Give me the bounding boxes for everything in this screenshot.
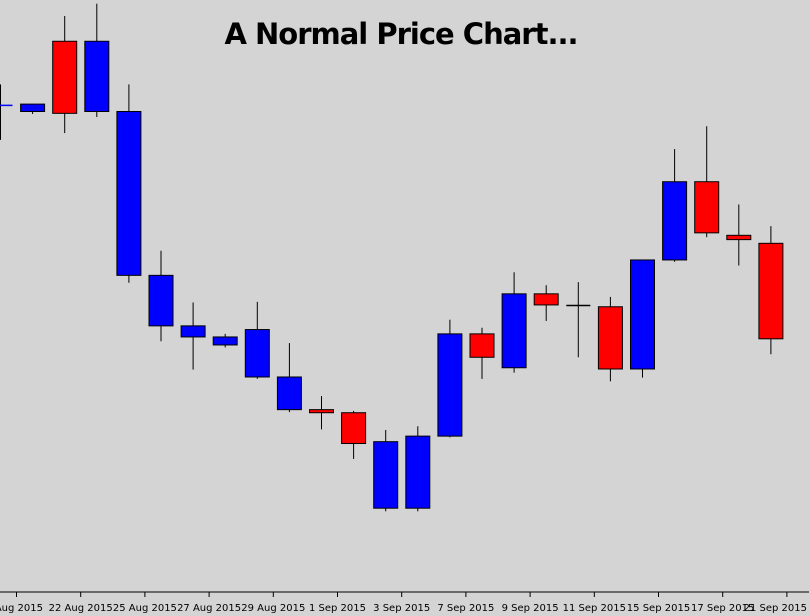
x-tick-label: 29 Aug 2015 [241,603,305,614]
candle [758,226,784,355]
candle [309,396,334,430]
candle-body-bull [116,110,142,276]
candle [630,259,655,378]
candle [244,301,270,379]
x-tick-label: 3 Sep 2015 [373,603,430,614]
x-tick-label: 15 Sep 2015 [627,603,690,614]
x-tick-label: 22 Aug 2015 [49,603,113,614]
candle [148,250,174,342]
candle [341,410,367,459]
candle-body-bull [180,325,206,338]
x-tick-label: 21 Sep 2015 [744,603,807,614]
x-tick-label: 25 Aug 2015 [113,603,177,614]
candle [597,296,623,382]
x-tick-label: 11 Sep 2015 [563,603,626,614]
candle [84,3,110,118]
candle [212,333,238,348]
candle-body-bull [20,103,46,112]
candle [116,84,142,283]
candles-layer [0,3,784,512]
x-tick-label: 9 Sep 2015 [502,603,559,614]
candle-body-bear [726,234,752,241]
candle-body-bear [469,333,495,358]
candle-body-bull [630,259,655,370]
candle [373,429,399,512]
candle-body-bull [84,40,110,112]
candle-body-bear [52,40,78,114]
candle-body-bear [309,409,334,414]
candle-body-bull [373,441,399,509]
candle-body-bull [662,181,688,261]
candle [469,327,495,379]
candle-body-bull [405,435,431,509]
x-tick-label: Aug 2015 [0,603,43,614]
candle [662,149,688,262]
candle [0,84,13,140]
candle [533,285,559,321]
candle-body-bear [694,181,720,234]
candle-body-bull [276,376,302,411]
x-tick-label: 7 Sep 2015 [437,603,494,614]
x-tick-label: 17 Sep 2015 [691,603,754,614]
candle-body-bear [341,412,367,445]
candle-body-bull [501,293,527,369]
candle-body-bear [758,242,784,340]
candle-body-bull [244,329,270,378]
candle-body-bear [533,293,559,306]
candle [20,103,46,114]
candle [694,126,720,238]
candle [501,272,527,373]
candle [180,302,206,370]
chart-title: A Normal Price Chart... [224,17,577,51]
candle [566,282,591,358]
candle-body-bear [597,306,623,370]
candle [726,204,752,266]
candle [405,426,431,512]
candle-body-bull [148,274,174,327]
candle [276,343,302,413]
candle [437,319,463,438]
x-tick-label: 1 Sep 2015 [309,603,366,614]
candle [52,16,78,134]
candle-body-bull [212,336,238,346]
x-tick-label: 27 Aug 2015 [177,603,241,614]
candle-body-bull [437,333,463,437]
